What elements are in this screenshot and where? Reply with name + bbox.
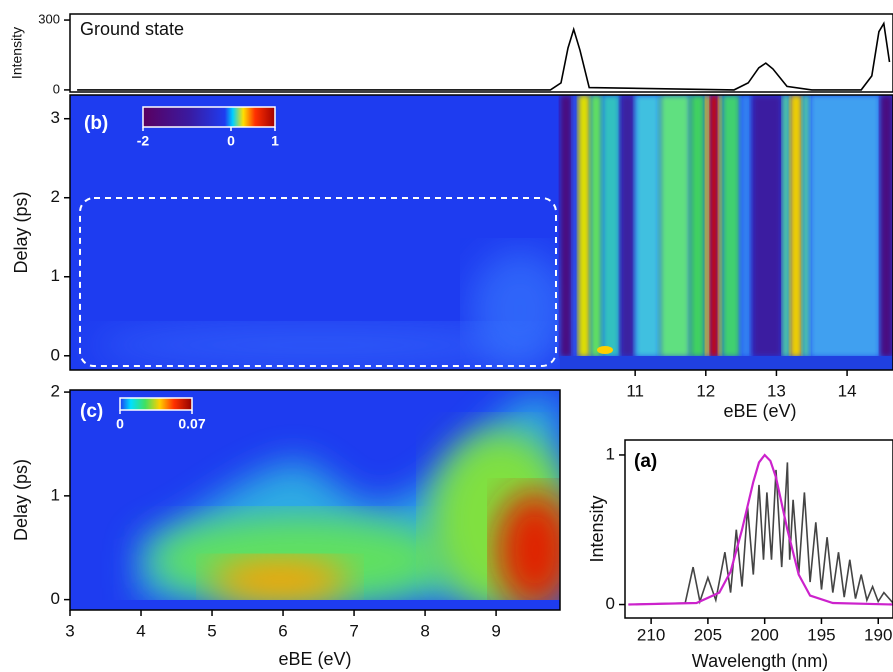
heatmap-band: [802, 95, 810, 357]
heatmap-band: [635, 95, 660, 357]
heatmap-band: [722, 95, 740, 357]
plot-frame: [69, 389, 561, 611]
heatmap-band: [782, 95, 790, 357]
y-tick-label: 300: [38, 11, 60, 26]
colorbar: [119, 397, 193, 411]
y-tick-label: 1: [51, 485, 60, 504]
x-tick-label: 200: [750, 625, 778, 644]
x-tick-label: 210: [637, 625, 665, 644]
plot-frame: [624, 439, 893, 619]
colorbar-label: 0.07: [178, 416, 205, 432]
x-tick-label: 3: [65, 621, 74, 640]
colorbar-label: 0: [227, 133, 235, 149]
x-tick-label: 205: [694, 625, 722, 644]
colorbar-label: 1: [271, 133, 279, 149]
x-tick-label: 12: [696, 381, 715, 400]
x-tick-label: 190: [864, 625, 892, 644]
x-tick-label: 4: [136, 621, 145, 640]
plot-frame: [69, 13, 893, 93]
heatmap-band: [740, 95, 752, 357]
heatmap-band: [710, 95, 718, 357]
y-tick-label: 1: [51, 266, 60, 285]
y-axis-label: Delay (ps): [11, 459, 31, 541]
x-tick-label: 7: [349, 621, 358, 640]
x-axis-label: eBE (eV): [723, 401, 796, 421]
heatmap-band: [620, 95, 635, 357]
y-tick-label: 3: [51, 108, 60, 127]
heatmap-band: [578, 95, 590, 357]
x-axis-label: Wavelength (nm): [692, 651, 828, 671]
y-tick-label: 2: [51, 382, 60, 401]
heatmap-band: [705, 95, 710, 357]
colorbar: [142, 106, 276, 128]
heatmap-band: [790, 95, 802, 357]
panel: [70, 390, 560, 610]
heatmap-base: [70, 600, 560, 610]
heatmap-band: [718, 95, 722, 357]
heatmap-band: [690, 95, 705, 357]
y-axis-label: Intensity: [587, 495, 607, 562]
x-tick-label: 5: [207, 621, 216, 640]
panel: [70, 95, 893, 370]
x-tick-label: 195: [807, 625, 835, 644]
colorbar-label: -2: [137, 133, 150, 149]
heatmap-band: [560, 95, 572, 357]
x-tick-label: 13: [767, 381, 786, 400]
heatmap-band: [752, 95, 782, 357]
heatmap-red: [495, 490, 560, 610]
y-tick-label: 1: [606, 444, 615, 463]
y-tick-label: 0: [51, 345, 60, 364]
heatmap-band: [660, 95, 690, 357]
panel-title: Ground state: [80, 19, 184, 39]
y-tick-label: 0: [53, 81, 60, 96]
y-tick-label: 0: [51, 589, 60, 608]
panel-label: (c): [80, 401, 103, 422]
y-axis-label: Delay (ps): [11, 191, 31, 273]
heatmap-spot: [597, 346, 613, 354]
heatmap-band: [810, 95, 880, 357]
spectrum-line: [628, 462, 893, 606]
heatmap-base: [560, 356, 893, 370]
dashed-region: [79, 197, 557, 367]
y-tick-label: 0: [606, 594, 615, 613]
x-axis-label: eBE (eV): [278, 649, 351, 669]
colorbar-label: 0: [116, 416, 124, 432]
spectrum-line: [628, 453, 893, 606]
panel-label: (a): [634, 451, 657, 472]
heatmap-orange: [210, 558, 350, 602]
heatmap-glow: [470, 250, 570, 370]
spectrum-line: [77, 21, 891, 91]
plot-frame: [69, 94, 893, 371]
heatmap-band: [880, 95, 893, 357]
heatmap-glow: [90, 325, 550, 365]
x-tick-label: 8: [420, 621, 429, 640]
heatmap-band: [590, 95, 602, 357]
y-tick-label: 2: [51, 187, 60, 206]
x-tick-label: 9: [491, 621, 500, 640]
panel-label: (b): [84, 113, 108, 134]
x-tick-label: 11: [626, 381, 644, 400]
heatmap-band: [602, 95, 620, 357]
x-tick-label: 14: [838, 381, 857, 400]
x-tick-label: 6: [278, 621, 287, 640]
heatmap-band: [572, 95, 578, 357]
y-axis-label: Intensity: [9, 27, 25, 79]
